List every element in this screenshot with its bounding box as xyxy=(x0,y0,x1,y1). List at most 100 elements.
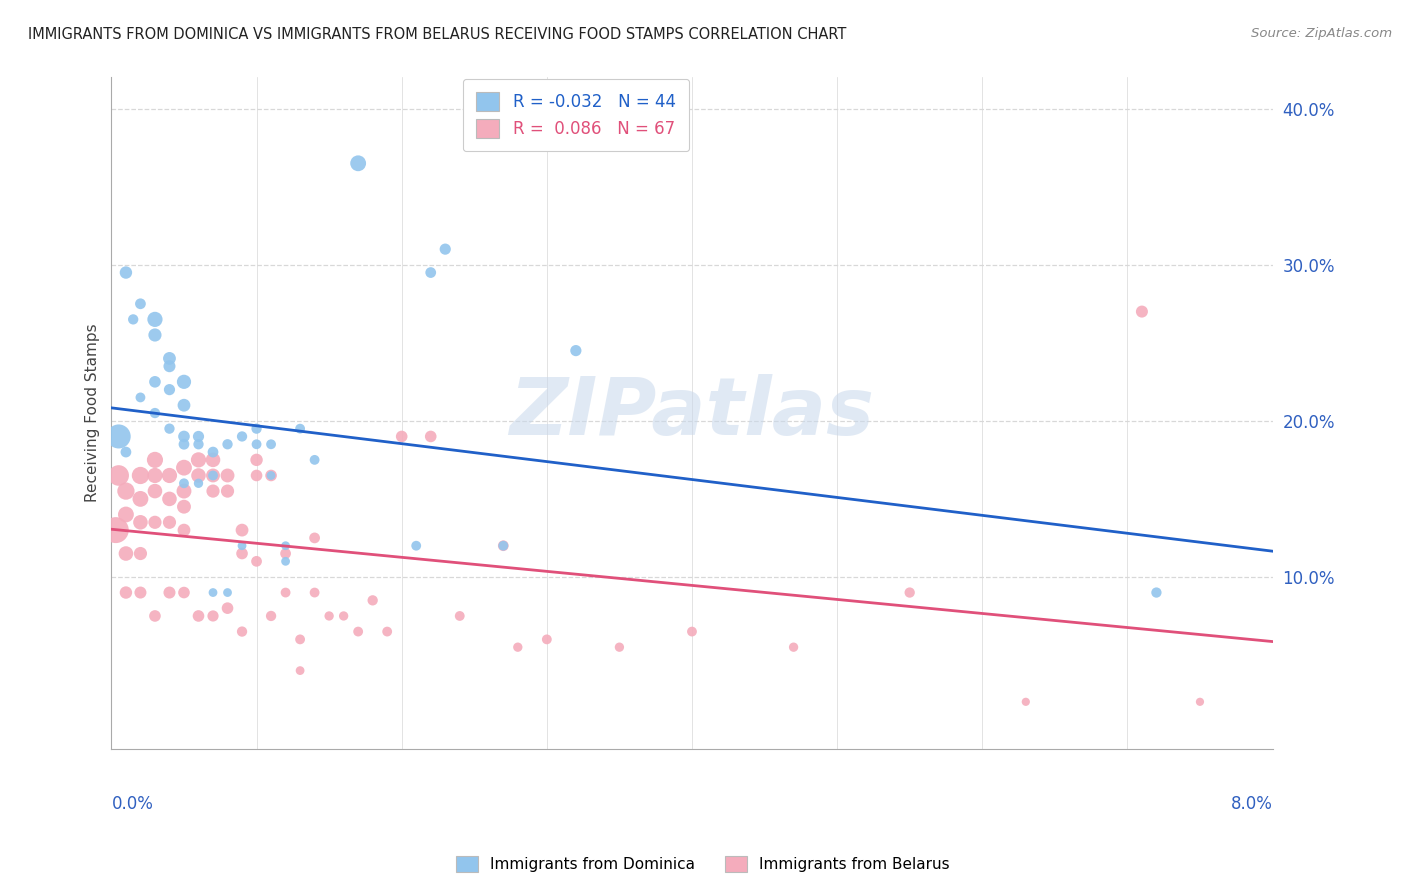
Point xyxy=(347,156,370,170)
Point xyxy=(274,554,297,568)
Point xyxy=(115,508,138,522)
Point xyxy=(173,460,195,475)
Point xyxy=(143,375,166,389)
Point xyxy=(159,585,181,599)
Point xyxy=(173,500,195,514)
Point xyxy=(159,516,181,530)
Point xyxy=(217,484,239,499)
Point xyxy=(1144,585,1167,599)
Point xyxy=(173,375,195,389)
Point xyxy=(332,609,354,624)
Point xyxy=(143,609,166,624)
Point xyxy=(107,468,129,483)
Point xyxy=(115,445,138,459)
Point xyxy=(129,585,152,599)
Point xyxy=(173,398,195,412)
Point xyxy=(159,422,181,436)
Point xyxy=(159,351,181,366)
Point xyxy=(107,429,129,443)
Point xyxy=(492,539,515,553)
Point xyxy=(129,391,152,405)
Point xyxy=(260,437,283,451)
Text: IMMIGRANTS FROM DOMINICA VS IMMIGRANTS FROM BELARUS RECEIVING FOOD STAMPS CORREL: IMMIGRANTS FROM DOMINICA VS IMMIGRANTS F… xyxy=(28,27,846,42)
Point xyxy=(159,359,181,374)
Point xyxy=(129,491,152,506)
Point xyxy=(260,468,283,483)
Point xyxy=(245,554,267,568)
Point xyxy=(361,593,384,607)
Point xyxy=(304,531,326,545)
Point xyxy=(681,624,703,639)
Point xyxy=(143,453,166,467)
Point xyxy=(173,429,195,443)
Point xyxy=(260,609,283,624)
Point xyxy=(159,468,181,483)
Point xyxy=(492,539,515,553)
Point xyxy=(187,476,209,491)
Point xyxy=(1130,304,1153,318)
Point xyxy=(129,468,152,483)
Point xyxy=(898,585,921,599)
Text: 8.0%: 8.0% xyxy=(1230,796,1272,814)
Point xyxy=(217,585,239,599)
Point xyxy=(129,297,152,311)
Point xyxy=(217,468,239,483)
Point xyxy=(202,609,225,624)
Point xyxy=(115,484,138,499)
Point xyxy=(274,585,297,599)
Point xyxy=(159,491,181,506)
Point xyxy=(304,453,326,467)
Point xyxy=(434,242,457,256)
Point xyxy=(173,585,195,599)
Point xyxy=(129,516,152,530)
Point xyxy=(173,523,195,537)
Point xyxy=(202,484,225,499)
Point xyxy=(143,484,166,499)
Legend: Immigrants from Dominica, Immigrants from Belarus: Immigrants from Dominica, Immigrants fro… xyxy=(449,848,957,880)
Point xyxy=(274,547,297,561)
Point xyxy=(202,585,225,599)
Point xyxy=(245,437,267,451)
Point xyxy=(245,422,267,436)
Text: ZIPatlas: ZIPatlas xyxy=(509,374,875,452)
Point xyxy=(419,266,441,280)
Point xyxy=(245,453,267,467)
Point xyxy=(231,523,253,537)
Point xyxy=(375,624,398,639)
Point xyxy=(260,468,283,483)
Point xyxy=(419,429,441,443)
Point xyxy=(187,468,209,483)
Point xyxy=(288,632,311,647)
Point xyxy=(173,437,195,451)
Point xyxy=(318,609,340,624)
Point xyxy=(231,429,253,443)
Point xyxy=(609,640,631,655)
Point xyxy=(231,539,253,553)
Point xyxy=(405,539,427,553)
Point xyxy=(187,429,209,443)
Point xyxy=(187,453,209,467)
Point xyxy=(231,547,253,561)
Point xyxy=(565,343,588,358)
Point xyxy=(173,476,195,491)
Text: Source: ZipAtlas.com: Source: ZipAtlas.com xyxy=(1251,27,1392,40)
Point xyxy=(391,429,413,443)
Point xyxy=(288,664,311,678)
Legend: R = -0.032   N = 44, R =  0.086   N = 67: R = -0.032 N = 44, R = 0.086 N = 67 xyxy=(463,79,689,152)
Point xyxy=(274,539,297,553)
Point xyxy=(288,422,311,436)
Point xyxy=(115,585,138,599)
Point xyxy=(115,547,138,561)
Point xyxy=(1015,695,1038,709)
Text: 0.0%: 0.0% xyxy=(111,796,153,814)
Point xyxy=(347,624,370,639)
Point xyxy=(187,437,209,451)
Point xyxy=(143,468,166,483)
Point xyxy=(173,484,195,499)
Point xyxy=(536,632,558,647)
Point xyxy=(143,312,166,326)
Point xyxy=(304,585,326,599)
Point xyxy=(143,406,166,420)
Point xyxy=(143,328,166,343)
Point xyxy=(506,640,529,655)
